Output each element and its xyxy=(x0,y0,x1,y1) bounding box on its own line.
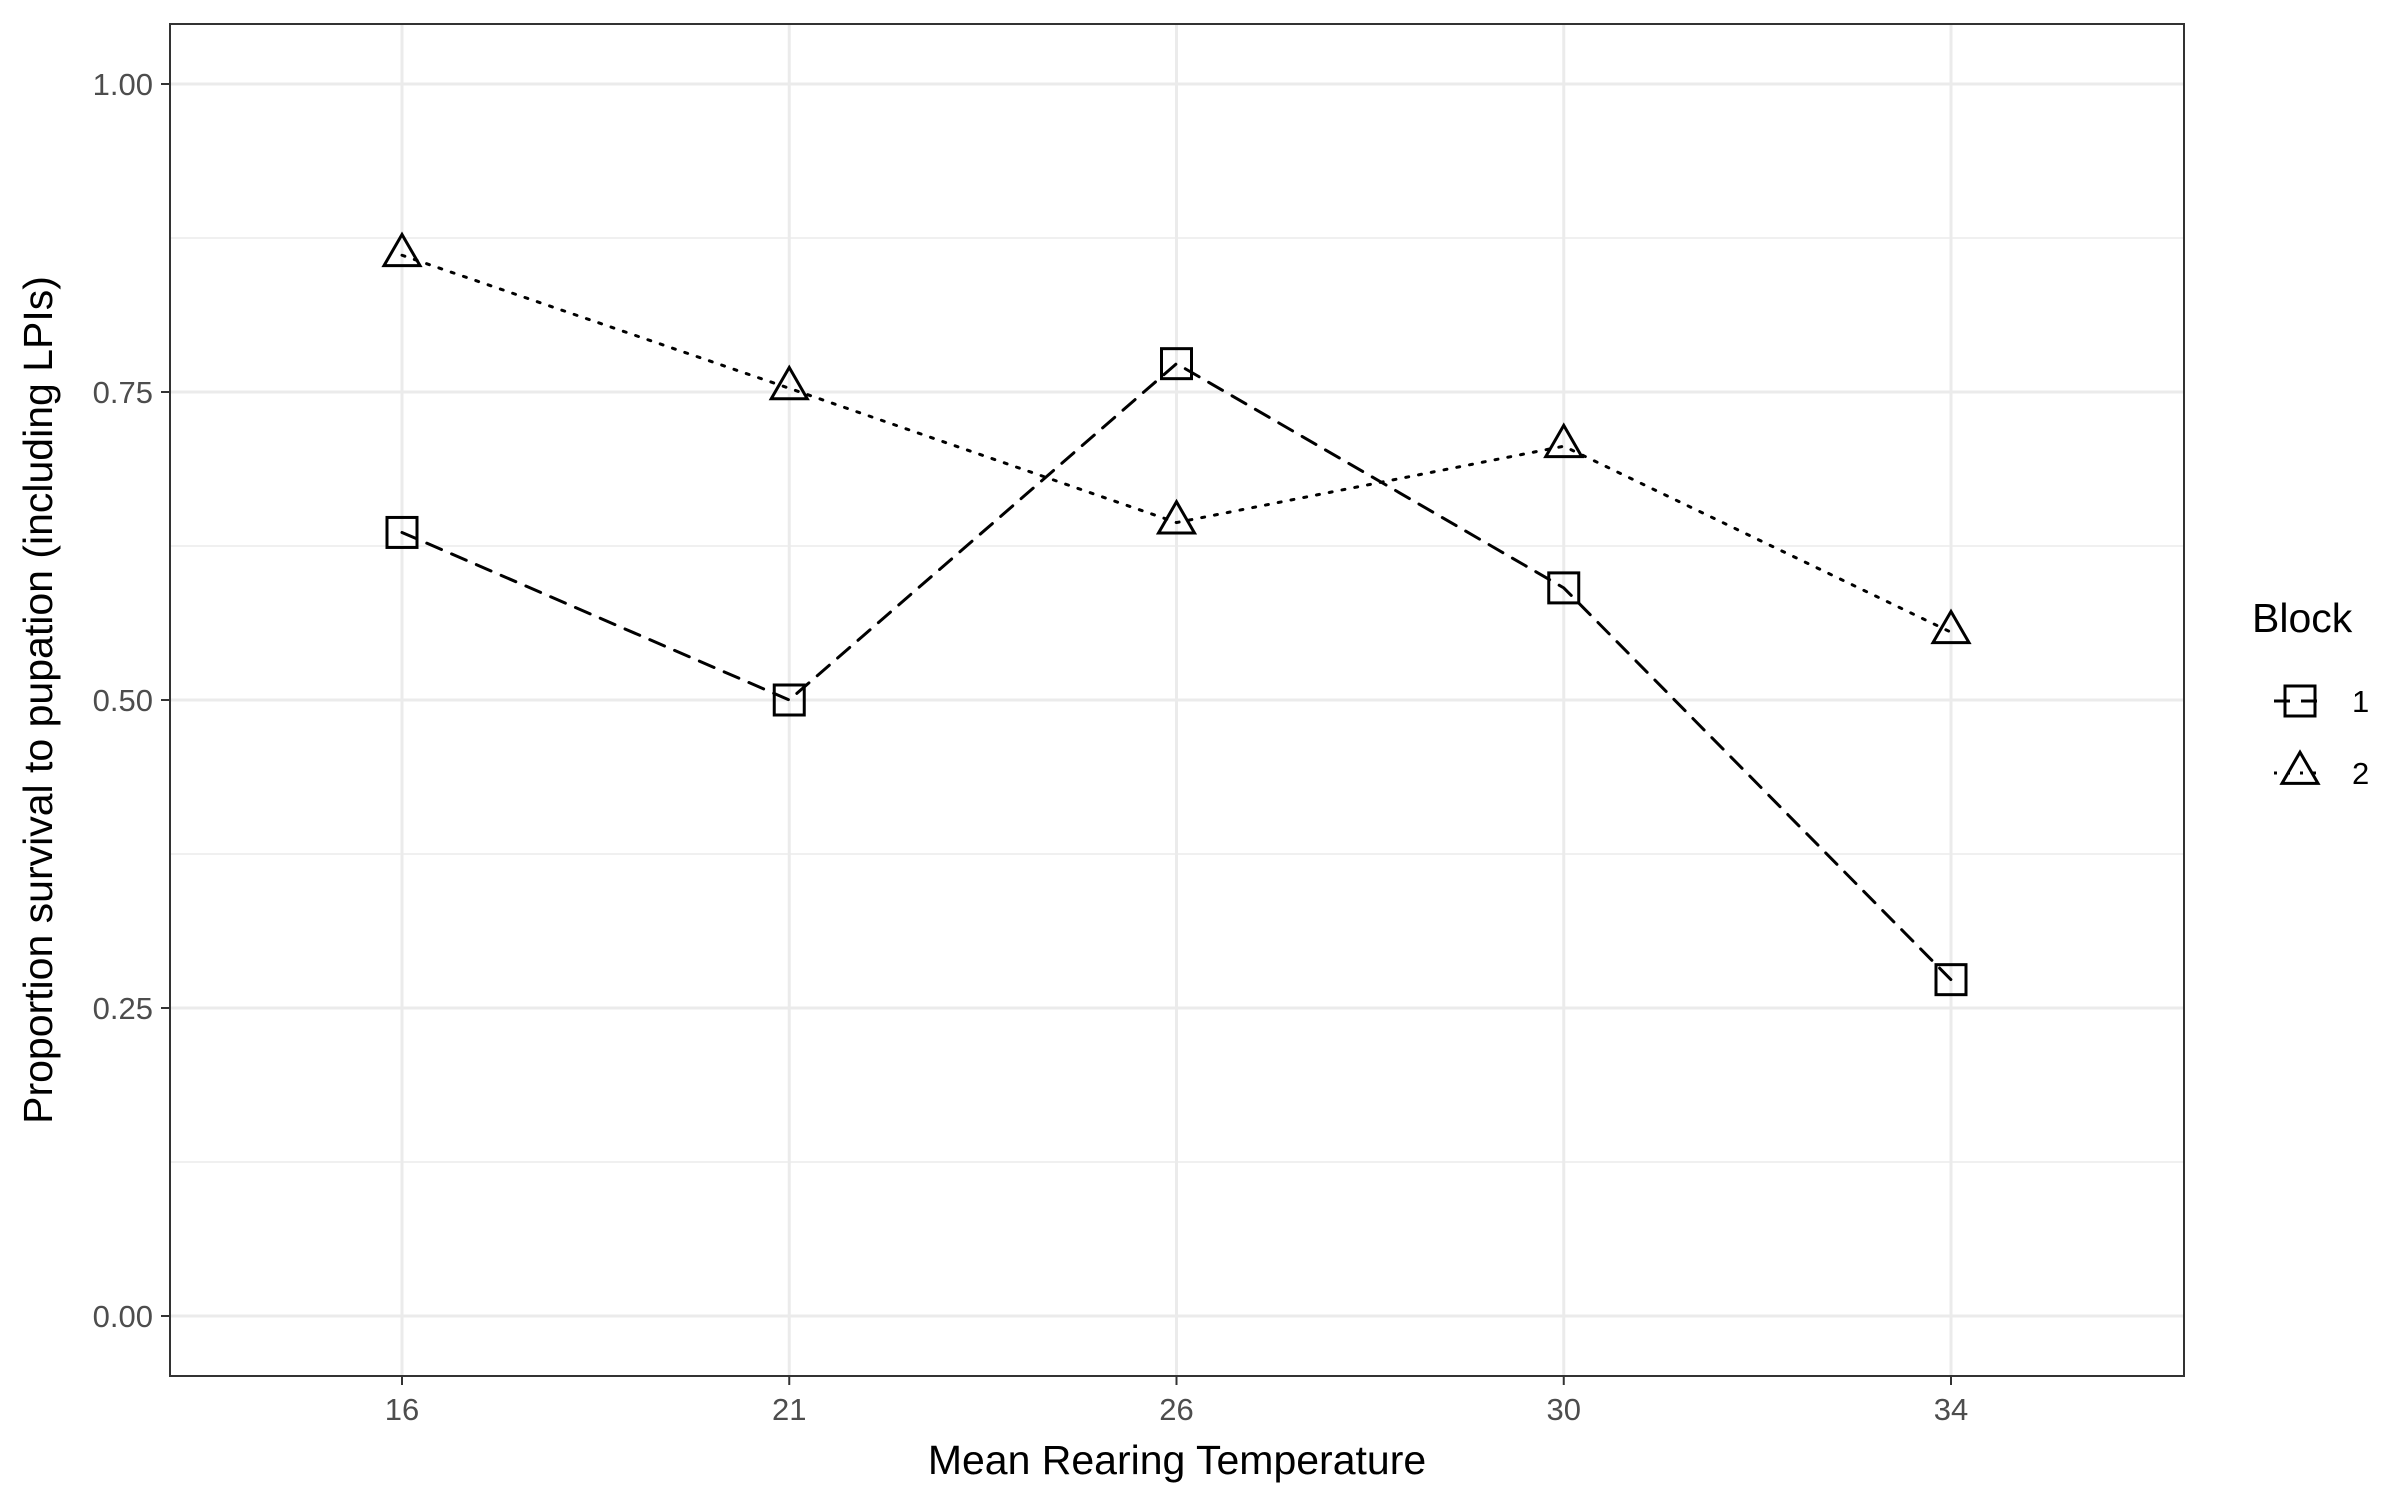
x-tick-label: 26 xyxy=(1159,1392,1193,1427)
y-axis-title: Proportion survival to pupation (includi… xyxy=(15,276,61,1124)
y-tick-label: 0.00 xyxy=(93,1299,153,1334)
y-tick-label: 1.00 xyxy=(93,67,153,102)
legend-label: 2 xyxy=(2352,756,2369,791)
series-markers xyxy=(381,231,1972,997)
y-tick-label: 0.50 xyxy=(93,683,153,718)
legend-label: 1 xyxy=(2352,684,2369,719)
y-tick-label: 0.75 xyxy=(93,375,153,410)
series-1-point xyxy=(1160,347,1193,381)
series-2-point xyxy=(1543,422,1585,459)
series-2-point xyxy=(381,231,423,268)
series-2-line xyxy=(400,253,1953,634)
series-2-point xyxy=(1930,608,1972,645)
legend-key-square xyxy=(2283,684,2317,718)
legend-key-triangle xyxy=(2279,749,2321,785)
series-lines xyxy=(400,253,1953,982)
series-1-point xyxy=(1547,571,1581,605)
x-tick-label: 21 xyxy=(772,1392,806,1427)
legend-title: Block xyxy=(2252,595,2353,641)
x-tick-label: 34 xyxy=(1934,1392,1968,1427)
y-tick-label: 0.25 xyxy=(93,991,153,1026)
series-1-line xyxy=(400,361,1953,982)
series-1-point xyxy=(772,683,806,717)
x-axis: 16 21 26 30 34 xyxy=(385,1376,1968,1427)
series-2-point xyxy=(1155,498,1198,535)
x-tick-label: 16 xyxy=(385,1392,419,1427)
x-tick-label: 30 xyxy=(1547,1392,1581,1427)
series-1-point xyxy=(385,515,419,549)
legend: Block 1 2 xyxy=(2252,595,2369,791)
x-axis-title: Mean Rearing Temperature xyxy=(928,1437,1426,1483)
series-1-point xyxy=(1934,963,1968,997)
series-2-point xyxy=(768,364,810,401)
y-axis: 0.00 0.25 0.50 0.75 1.00 xyxy=(93,67,170,1334)
